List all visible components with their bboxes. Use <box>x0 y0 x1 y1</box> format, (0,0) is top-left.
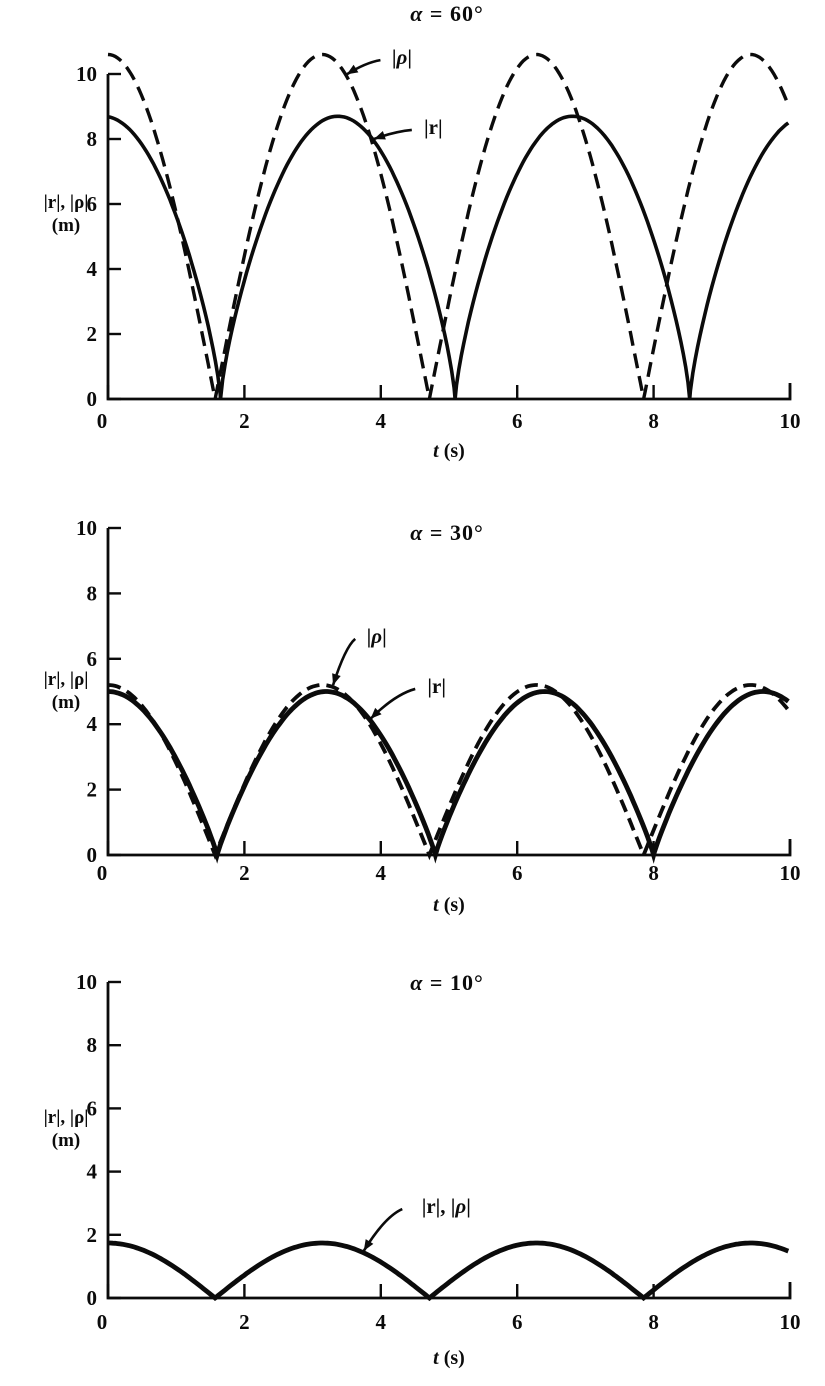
y-tick-label: 0 <box>87 1286 98 1310</box>
x-tick-label: 4 <box>376 1310 387 1334</box>
x-tick-label: 6 <box>512 409 523 433</box>
y-tick-label: 4 <box>87 1160 98 1184</box>
axis-frame <box>106 982 792 1300</box>
annotation-arrowhead <box>370 707 382 719</box>
x-tick-label: 10 <box>780 1310 801 1334</box>
annotation-arrowhead <box>363 1239 374 1251</box>
axis-frame <box>106 528 792 857</box>
x-tick-label: 4 <box>376 409 387 433</box>
x-tick-label: 2 <box>239 1310 250 1334</box>
y-tick-label: 6 <box>87 192 98 216</box>
chart1-x-axis-label: t (s) <box>433 440 465 462</box>
series-dashed-path <box>107 683 790 861</box>
x-tick-label: 0 <box>97 409 108 433</box>
chart2-title: α = 30° <box>410 520 484 545</box>
x-tick-label: 2 <box>239 861 250 885</box>
chart-alpha-60: 0 2 4 6 8 10 0 2 4 6 8 10 |ρ| |r| <box>76 45 801 433</box>
x-tick-label: 0 <box>97 1310 108 1334</box>
y-tick-label: 8 <box>87 127 98 151</box>
x-tick-label: 10 <box>780 409 801 433</box>
annotation-arrowhead <box>373 131 386 140</box>
y-tick-label: 10 <box>76 62 97 86</box>
y-tick-label: 4 <box>87 712 98 736</box>
y-tick-label: 8 <box>87 1033 98 1057</box>
chart-alpha-10: 0 2 4 6 8 10 0 2 4 6 8 10 |r|, |ρ| <box>76 970 801 1334</box>
y-tick-label: 2 <box>87 322 98 346</box>
x-tick-label: 8 <box>648 861 659 885</box>
chart3-y-axis-label: |r|, |ρ| (m) <box>43 1107 89 1151</box>
y-tick-label: 10 <box>76 970 97 994</box>
y-tick-label: 10 <box>76 516 97 540</box>
chart-alpha-30: 0 2 4 6 8 10 0 2 4 6 8 10 |ρ| |r| <box>76 516 801 885</box>
annotation-arrowhead <box>332 673 341 686</box>
x-tick-label: 8 <box>648 1310 659 1334</box>
chart3-title: α = 10° <box>410 970 484 995</box>
chart1-title: α = 60° <box>410 1 484 26</box>
series-solid-path <box>107 689 790 864</box>
x-tick-label: 8 <box>648 409 659 433</box>
y-tick-label: 0 <box>87 843 98 867</box>
x-tick-label: 6 <box>512 1310 523 1334</box>
chart2-y-axis-label: |r|, |ρ| (m) <box>43 669 89 713</box>
chart1-y-axis-label: |r|, |ρ| (m) <box>43 192 89 236</box>
curve-label: |r|, |ρ| <box>422 1194 471 1218</box>
curve-label: |ρ| <box>367 624 387 648</box>
y-tick-label: 2 <box>87 778 98 802</box>
chart3-x-axis-label: t (s) <box>433 1347 465 1369</box>
alpha-symbol: α <box>410 1 424 26</box>
alpha-symbol: α <box>410 970 424 995</box>
x-tick-label: 0 <box>97 861 108 885</box>
y-tick-label: 4 <box>87 257 98 281</box>
y-tick-label: 0 <box>87 387 98 411</box>
curve-label: |ρ| <box>392 45 412 69</box>
x-tick-label: 2 <box>239 409 250 433</box>
y-tick-label: 2 <box>87 1223 98 1247</box>
x-tick-label: 4 <box>376 861 387 885</box>
y-tick-label: 8 <box>87 581 98 605</box>
series-solid-path <box>107 114 790 400</box>
x-tick-label: 10 <box>780 861 801 885</box>
curve-label: |r| <box>427 674 446 698</box>
chart2-x-axis-label: t (s) <box>433 894 465 916</box>
x-tick-label: 6 <box>512 861 523 885</box>
alpha-symbol: α <box>410 520 424 545</box>
annotation-arrowhead <box>346 64 359 75</box>
curve-label: |r| <box>424 115 443 139</box>
y-tick-label: 6 <box>87 647 98 671</box>
y-tick-label: 6 <box>87 1096 98 1120</box>
series-solid-path <box>108 1240 790 1302</box>
series-dashed-path <box>107 52 790 400</box>
